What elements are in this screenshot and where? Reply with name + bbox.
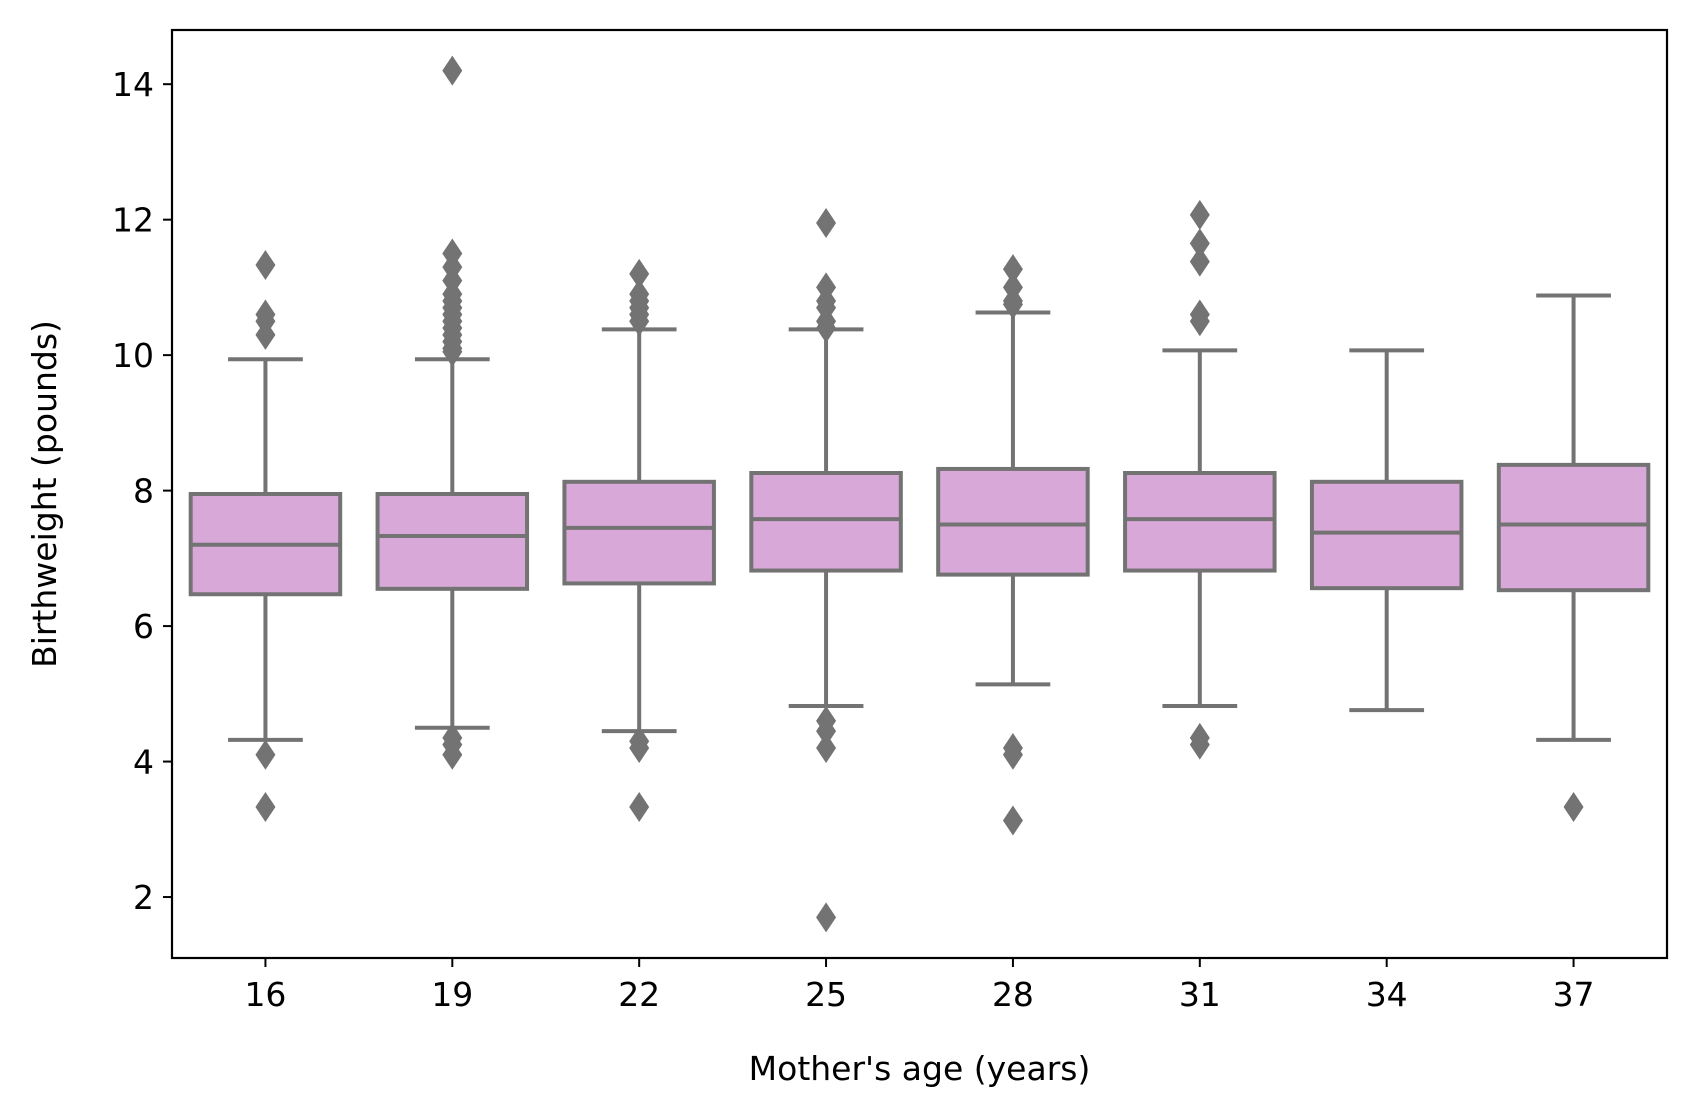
x-axis-label: Mother's age (years) bbox=[749, 1049, 1091, 1088]
y-tick-label: 4 bbox=[133, 743, 154, 782]
y-tick-label: 14 bbox=[112, 65, 154, 104]
x-tick-label: 28 bbox=[992, 975, 1034, 1014]
box-iqr bbox=[1123, 471, 1277, 573]
x-axis: 16 19 22 25 28 31 34 37 bbox=[244, 958, 1595, 1014]
y-tick-label: 6 bbox=[133, 607, 154, 646]
box-group-19 bbox=[375, 55, 530, 770]
x-tick-label: 19 bbox=[431, 975, 473, 1014]
outlier-point bbox=[816, 313, 837, 344]
outlier-point bbox=[1002, 254, 1023, 285]
box-iqr bbox=[936, 466, 1090, 577]
outlier-point bbox=[1189, 199, 1210, 230]
x-tick-label: 37 bbox=[1553, 975, 1595, 1014]
outlier-point bbox=[1189, 246, 1210, 277]
box-group-31 bbox=[1123, 199, 1277, 760]
outlier-point bbox=[816, 733, 837, 764]
outlier-point bbox=[1002, 289, 1023, 320]
box-iqr bbox=[1496, 462, 1651, 593]
x-tick-label: 22 bbox=[618, 975, 660, 1014]
x-tick-label: 34 bbox=[1366, 975, 1408, 1014]
outlier-point bbox=[442, 55, 463, 86]
x-tick-label: 25 bbox=[805, 975, 847, 1014]
y-tick-label: 10 bbox=[112, 336, 154, 375]
outlier-point bbox=[255, 739, 276, 770]
boxes-layer bbox=[188, 55, 1651, 933]
box-iqr bbox=[749, 471, 903, 573]
box-iqr bbox=[375, 492, 530, 591]
outlier-point bbox=[255, 250, 276, 281]
x-tick-label: 16 bbox=[244, 975, 286, 1014]
outlier-point bbox=[629, 733, 650, 764]
outlier-point bbox=[442, 739, 463, 770]
y-tick-label: 2 bbox=[133, 878, 154, 917]
outlier-point bbox=[1189, 729, 1210, 760]
outlier-point bbox=[629, 258, 650, 289]
outlier-point bbox=[629, 306, 650, 337]
outlier-point bbox=[1189, 228, 1210, 259]
plot-frame bbox=[170, 28, 1669, 960]
outlier-point bbox=[1002, 805, 1023, 836]
outlier-point bbox=[255, 791, 276, 822]
box-group-16 bbox=[188, 250, 343, 822]
outlier-point bbox=[816, 902, 837, 933]
box-iqr bbox=[562, 479, 716, 586]
y-tick-label: 12 bbox=[112, 201, 154, 240]
box-group-25 bbox=[749, 208, 903, 933]
y-tick-label: 8 bbox=[133, 472, 154, 511]
y-axis-label: Birthweight (pounds) bbox=[25, 320, 64, 668]
outlier-point bbox=[1563, 791, 1584, 822]
x-tick-label: 31 bbox=[1179, 975, 1221, 1014]
outlier-point bbox=[1189, 306, 1210, 337]
outlier-point bbox=[1002, 739, 1023, 770]
outlier-point bbox=[255, 319, 276, 350]
outlier-point bbox=[442, 336, 463, 367]
box-group-28 bbox=[936, 254, 1090, 836]
box-group-22 bbox=[562, 258, 716, 822]
outlier-point bbox=[816, 716, 837, 747]
outlier-point bbox=[816, 208, 837, 239]
y-axis: 2 4 6 8 10 12 14 bbox=[112, 65, 172, 917]
outlier-point bbox=[629, 791, 650, 822]
box-iqr bbox=[1309, 479, 1464, 591]
box-group-34 bbox=[1309, 348, 1464, 713]
box-group-37 bbox=[1496, 293, 1651, 822]
